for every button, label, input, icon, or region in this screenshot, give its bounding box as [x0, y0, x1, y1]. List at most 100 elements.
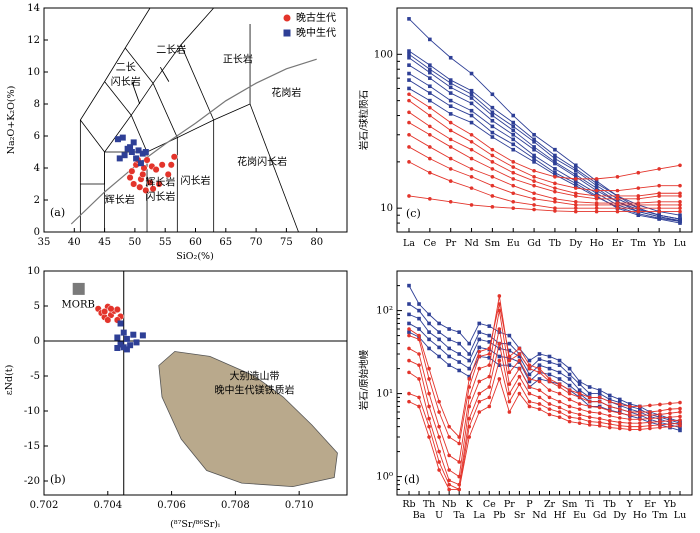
series-point — [594, 209, 599, 214]
series-point — [448, 55, 453, 60]
series-point — [487, 385, 492, 389]
series-point — [428, 105, 432, 110]
series-point — [477, 410, 482, 414]
series-point — [636, 194, 641, 198]
x-tick-label: Pr — [504, 499, 515, 510]
series-point — [457, 460, 461, 464]
series-point — [469, 203, 474, 207]
series-point — [577, 382, 582, 386]
series-point — [532, 168, 536, 173]
data-point — [170, 153, 178, 161]
x-tick-label: Lu — [674, 510, 686, 521]
x-tick-label: Er — [644, 499, 656, 510]
series-point — [417, 363, 421, 367]
series-point — [427, 312, 431, 317]
x-tick-label: Zr — [544, 499, 556, 510]
data-point — [142, 186, 150, 194]
x-tick-label: Sm — [562, 499, 578, 510]
series-point — [497, 346, 502, 351]
series-point — [567, 391, 572, 396]
alkaline-divide-curve — [70, 58, 317, 225]
series-point — [490, 174, 495, 179]
series-point — [428, 63, 432, 67]
data-point — [113, 305, 121, 314]
series-line — [408, 195, 680, 213]
series-point — [428, 67, 432, 72]
field-label: 闪长岩 — [145, 190, 175, 203]
series-line — [408, 310, 681, 463]
series-point — [628, 427, 632, 432]
series-point — [428, 37, 432, 42]
series-point — [448, 156, 453, 161]
series-point — [457, 435, 461, 439]
series-point — [573, 206, 578, 210]
data-point — [149, 185, 157, 193]
series-point — [511, 177, 516, 181]
series-point — [617, 397, 622, 402]
series-point — [469, 92, 474, 97]
series-point — [532, 132, 536, 137]
series-point — [577, 416, 582, 421]
series-point — [407, 86, 411, 91]
series-point — [447, 478, 451, 483]
series-point — [638, 421, 642, 425]
panel-c-x-ticks: La Ce Pr Nd Sm Eu Gd Tb Dy Ho Er Tm Yb Lu — [403, 228, 686, 249]
y-tick-label: 10 — [27, 266, 40, 277]
series-point — [448, 85, 453, 90]
series-point — [615, 206, 620, 210]
series-point — [587, 419, 592, 424]
series-point — [648, 423, 652, 428]
data-point — [135, 147, 142, 154]
series-line — [408, 343, 681, 486]
series-point — [417, 327, 421, 331]
series-point — [607, 425, 612, 430]
series-point — [628, 417, 632, 422]
data-point — [114, 334, 121, 341]
series-point — [447, 482, 451, 487]
y-tick-label: 10 — [27, 67, 40, 78]
x-tick-label: La — [403, 238, 415, 249]
series-point — [594, 191, 599, 196]
series-point — [497, 302, 502, 306]
field-boundary — [80, 119, 105, 153]
series-point — [490, 124, 495, 129]
series-point — [469, 140, 474, 144]
series-point — [573, 186, 578, 190]
series-point — [587, 395, 592, 400]
series-point — [594, 177, 599, 181]
data-point — [146, 178, 154, 186]
x-tick-label: Dy — [569, 238, 583, 249]
panel-a-tas-diagram: 35 40 45 50 55 60 65 70 75 80 0 2 4 6 8 10 12 14 二长岩正长岩花… — [6, 3, 348, 262]
series-point — [469, 88, 474, 93]
series-point — [553, 156, 557, 161]
series-point — [507, 391, 512, 396]
y-tick-label: -5 — [30, 371, 40, 382]
series-point — [427, 366, 431, 371]
panel-a-x-label: SiO₂(%) — [176, 251, 214, 262]
panel-c-y-label: 岩石/球粒陨石 — [358, 90, 370, 150]
series-point — [636, 170, 641, 175]
series-point — [517, 358, 522, 363]
x-tick-label: 0.710 — [285, 500, 314, 511]
panel-c-label: (c) — [406, 207, 421, 220]
series-point — [597, 411, 602, 416]
series-point — [678, 406, 682, 411]
series-point — [517, 366, 522, 371]
series-point — [428, 145, 432, 149]
x-tick-label: Y — [626, 499, 634, 510]
data-point — [121, 152, 128, 159]
x-tick-label: Tm — [652, 510, 667, 521]
series-point — [469, 71, 474, 76]
series-point — [490, 118, 495, 123]
series-point — [648, 410, 652, 414]
series-point — [594, 197, 599, 201]
data-point — [123, 335, 130, 342]
series-point — [636, 197, 641, 201]
series-point — [573, 168, 578, 173]
series-point — [428, 170, 432, 175]
series-point — [587, 404, 592, 409]
series-point — [607, 393, 612, 398]
series-point — [511, 124, 516, 129]
series-point — [467, 416, 472, 421]
